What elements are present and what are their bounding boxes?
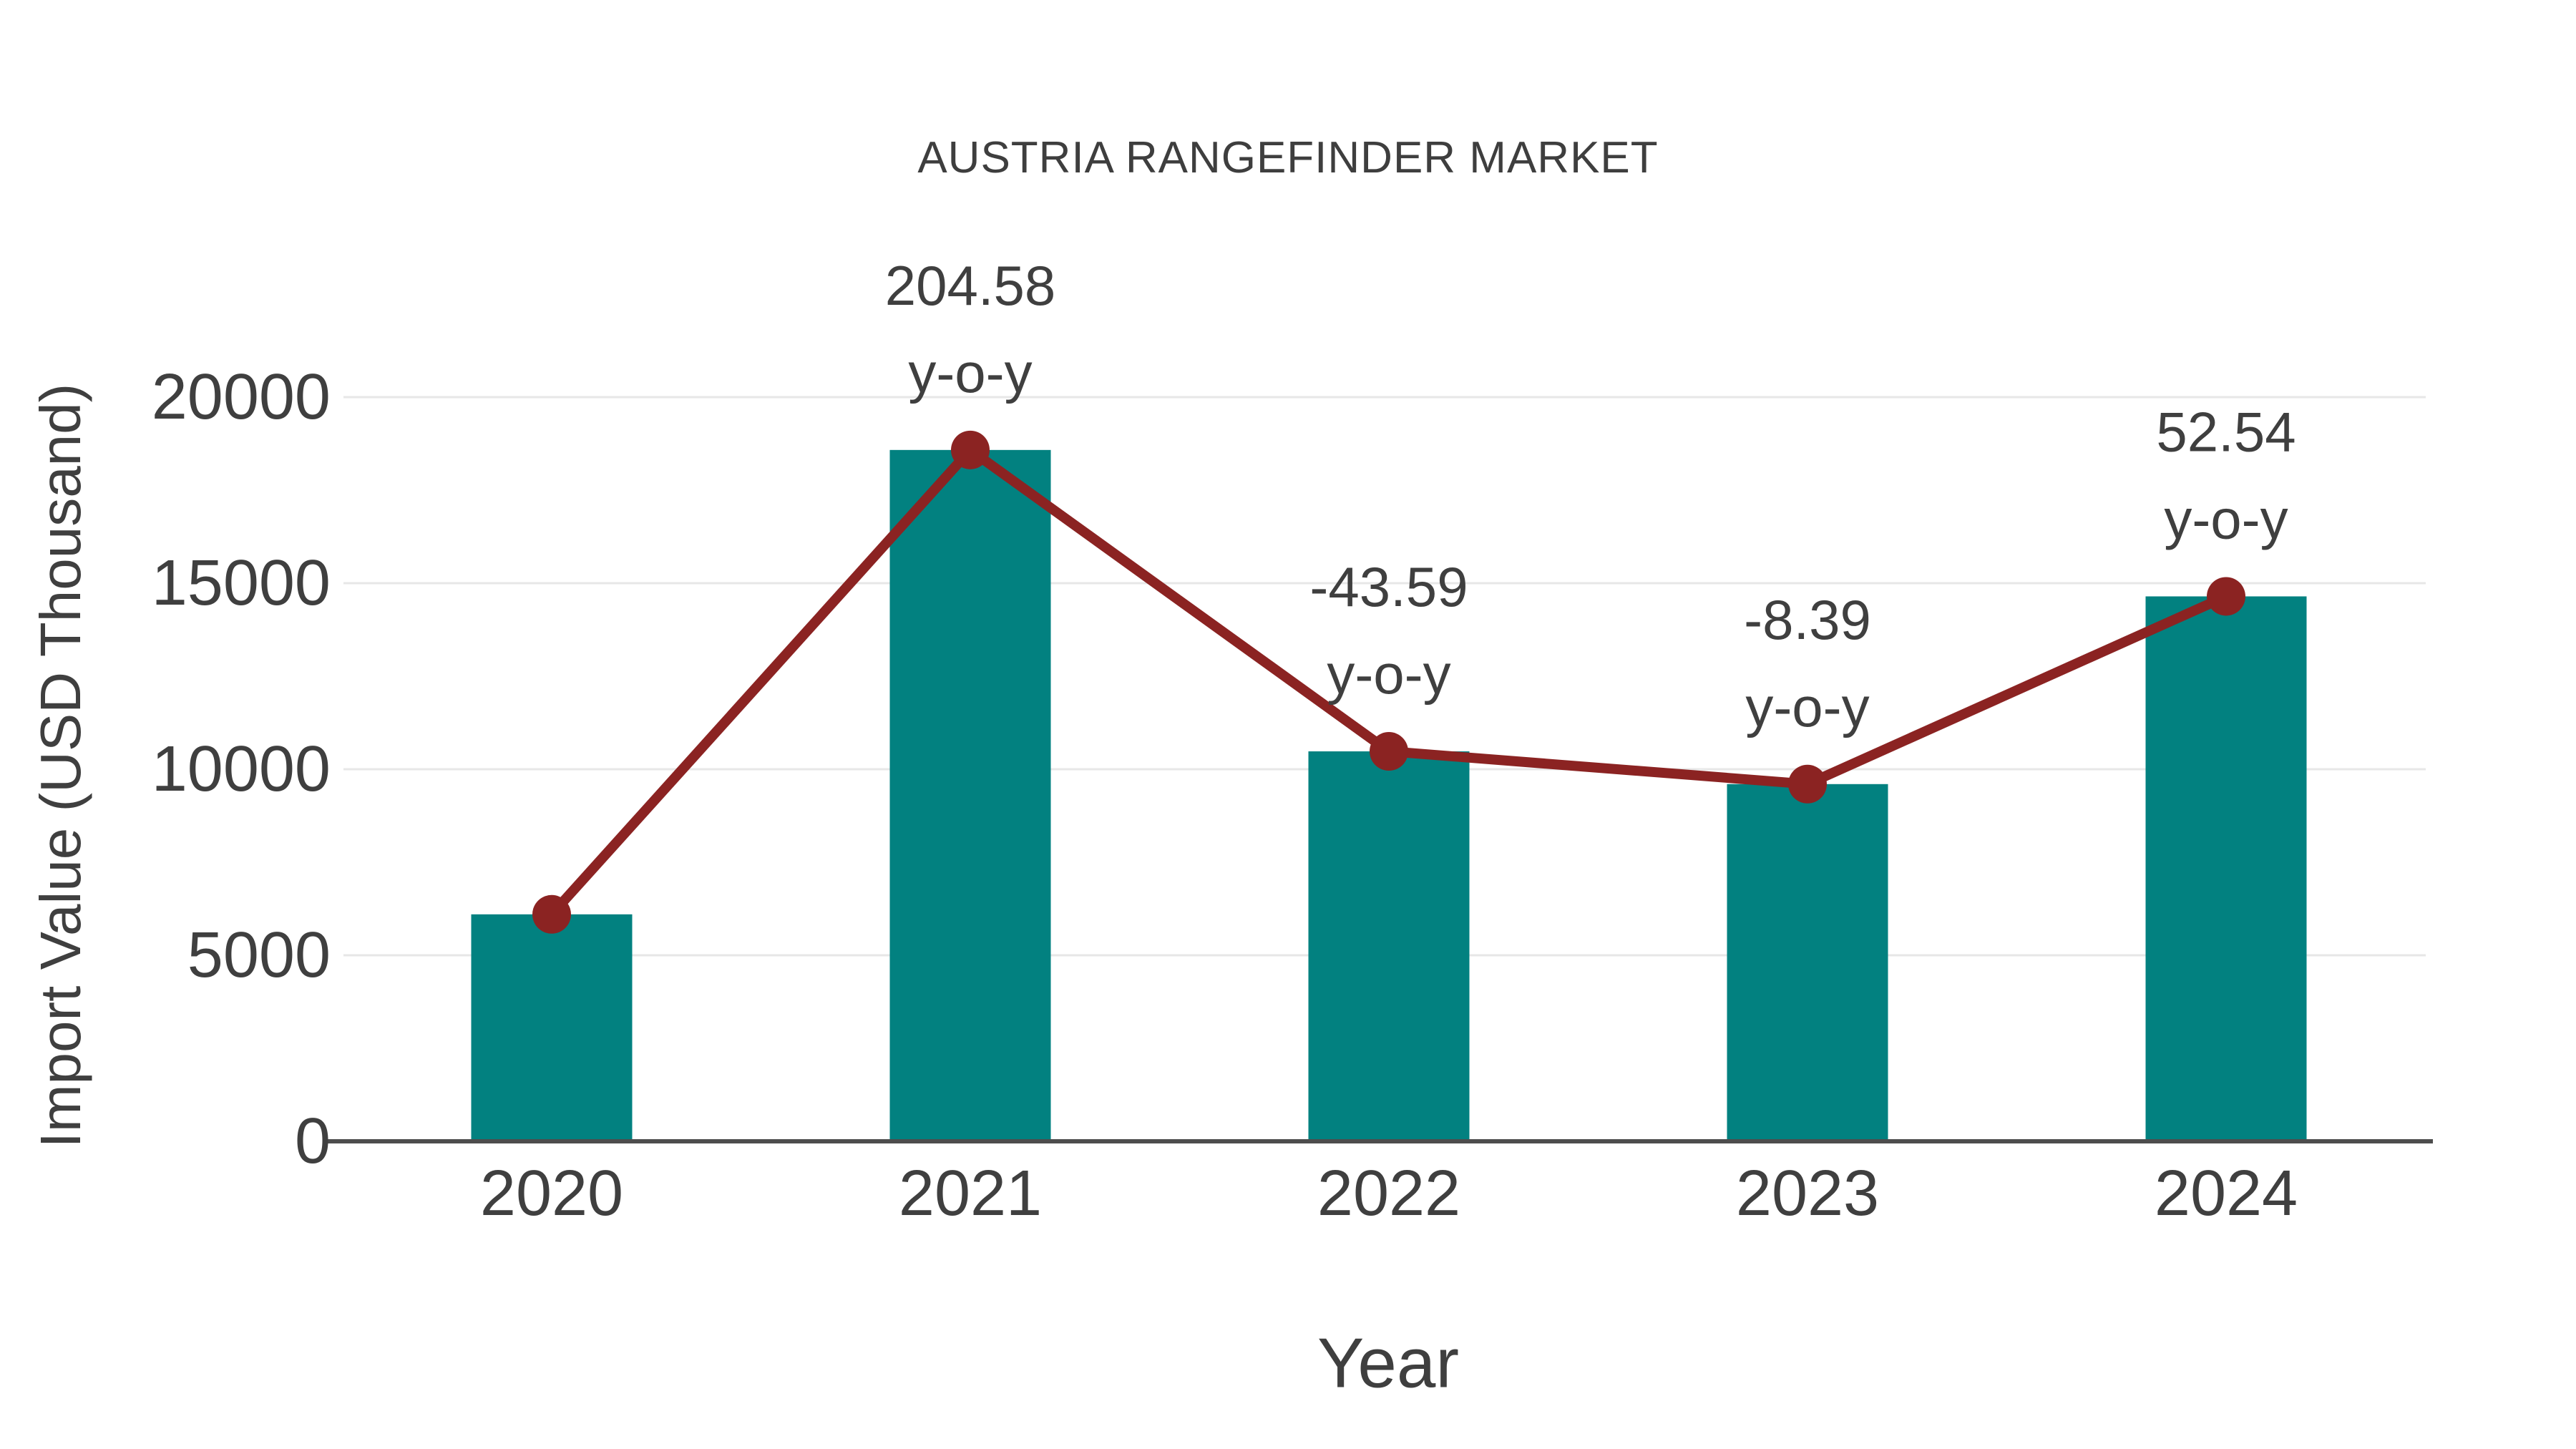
bar-2020 <box>471 914 633 1141</box>
trend-marker-2023 <box>1788 764 1827 804</box>
annotation-suffix-2022: y-o-y <box>1327 643 1450 706</box>
bar-2022 <box>1308 751 1470 1141</box>
x-tick-label: 2020 <box>480 1158 623 1229</box>
annotation-suffix-2021: y-o-y <box>908 341 1032 404</box>
trend-marker-2021 <box>951 430 990 469</box>
y-tick-label: 20000 <box>152 361 331 433</box>
y-tick-label: 15000 <box>152 547 331 619</box>
x-tick-label: 2022 <box>1317 1158 1460 1229</box>
bar-2021 <box>889 449 1051 1141</box>
x-tick-label: 2021 <box>899 1158 1042 1229</box>
trend-marker-2022 <box>1370 732 1408 771</box>
annotation-suffix-2024: y-o-y <box>2164 487 2288 550</box>
annotation-suffix-2023: y-o-y <box>1745 675 1869 738</box>
annotation-value-2024: 52.54 <box>2156 400 2296 463</box>
y-tick-label: 10000 <box>152 733 331 805</box>
annotation-value-2023: -8.39 <box>1744 588 1871 651</box>
x-tick-label: 2024 <box>2155 1158 2298 1229</box>
x-tick-label: 2023 <box>1736 1158 1879 1229</box>
y-tick-label: 0 <box>295 1106 331 1177</box>
chart-title: AUSTRIA RANGEFINDER MARKET <box>917 133 1659 182</box>
bar-2023 <box>1727 784 1888 1141</box>
annotation-value-2022: -43.59 <box>1309 555 1468 618</box>
trend-marker-2020 <box>532 894 571 934</box>
trend-marker-2024 <box>2207 577 2245 616</box>
bar-2024 <box>2145 596 2307 1141</box>
y-tick-label: 5000 <box>187 919 331 991</box>
annotation-value-2021: 204.58 <box>885 254 1056 317</box>
x-axis-title: Year <box>1317 1323 1460 1402</box>
